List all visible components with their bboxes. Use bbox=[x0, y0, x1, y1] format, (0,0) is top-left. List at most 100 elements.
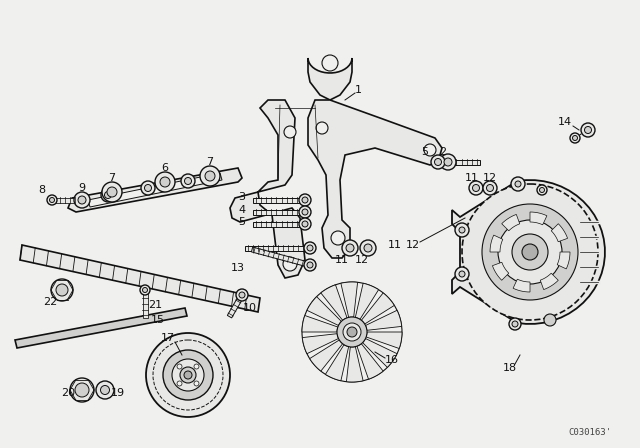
Circle shape bbox=[75, 383, 89, 397]
Circle shape bbox=[160, 177, 170, 187]
Polygon shape bbox=[310, 340, 342, 371]
Circle shape bbox=[360, 240, 376, 256]
Circle shape bbox=[184, 371, 192, 379]
Circle shape bbox=[153, 340, 223, 410]
Polygon shape bbox=[308, 100, 442, 258]
Polygon shape bbox=[253, 210, 305, 215]
Text: 1: 1 bbox=[355, 85, 362, 95]
Text: 12: 12 bbox=[406, 240, 420, 250]
Circle shape bbox=[146, 333, 230, 417]
Circle shape bbox=[347, 327, 357, 337]
Polygon shape bbox=[366, 332, 402, 349]
Circle shape bbox=[299, 206, 311, 218]
Circle shape bbox=[435, 159, 442, 165]
Text: 3: 3 bbox=[239, 192, 246, 202]
Circle shape bbox=[205, 171, 215, 181]
Circle shape bbox=[540, 188, 545, 193]
Text: 6: 6 bbox=[161, 163, 168, 173]
Circle shape bbox=[299, 194, 311, 206]
Text: 20: 20 bbox=[61, 388, 75, 398]
Circle shape bbox=[364, 244, 372, 252]
Circle shape bbox=[322, 55, 338, 71]
Circle shape bbox=[462, 184, 598, 320]
Text: 9: 9 bbox=[79, 183, 86, 193]
Circle shape bbox=[140, 285, 150, 295]
Polygon shape bbox=[253, 198, 305, 202]
Polygon shape bbox=[530, 212, 547, 225]
Circle shape bbox=[440, 154, 456, 170]
Circle shape bbox=[469, 181, 483, 195]
Circle shape bbox=[342, 240, 358, 256]
Circle shape bbox=[304, 242, 316, 254]
Circle shape bbox=[302, 197, 308, 203]
Polygon shape bbox=[357, 344, 383, 379]
Circle shape bbox=[307, 262, 313, 268]
Polygon shape bbox=[245, 246, 310, 250]
Polygon shape bbox=[452, 180, 605, 324]
Circle shape bbox=[102, 182, 122, 202]
Polygon shape bbox=[557, 252, 570, 269]
Polygon shape bbox=[230, 100, 305, 278]
Text: 11: 11 bbox=[388, 240, 402, 250]
Circle shape bbox=[155, 172, 175, 192]
Polygon shape bbox=[362, 293, 394, 324]
Circle shape bbox=[455, 267, 469, 281]
Polygon shape bbox=[346, 347, 363, 382]
Circle shape bbox=[143, 288, 147, 293]
Text: 11: 11 bbox=[465, 173, 479, 183]
Circle shape bbox=[331, 231, 345, 245]
Circle shape bbox=[177, 381, 182, 386]
Circle shape bbox=[284, 126, 296, 138]
Circle shape bbox=[584, 126, 591, 134]
Text: 19: 19 bbox=[111, 388, 125, 398]
Circle shape bbox=[455, 223, 469, 237]
Text: 22: 22 bbox=[43, 297, 57, 307]
Circle shape bbox=[544, 314, 556, 326]
Polygon shape bbox=[321, 285, 347, 320]
Circle shape bbox=[194, 381, 199, 386]
Text: 21: 21 bbox=[148, 300, 162, 310]
Polygon shape bbox=[52, 198, 82, 202]
Circle shape bbox=[346, 244, 354, 252]
Circle shape bbox=[509, 318, 521, 330]
Circle shape bbox=[194, 364, 199, 369]
Text: C030163': C030163' bbox=[568, 427, 611, 436]
Circle shape bbox=[302, 221, 308, 227]
Polygon shape bbox=[341, 282, 358, 317]
Polygon shape bbox=[253, 221, 305, 227]
Circle shape bbox=[537, 185, 547, 195]
Text: 10: 10 bbox=[243, 303, 257, 313]
Circle shape bbox=[299, 218, 311, 230]
Circle shape bbox=[101, 188, 115, 202]
Text: 17: 17 bbox=[161, 333, 175, 343]
Circle shape bbox=[482, 204, 578, 300]
Circle shape bbox=[51, 279, 73, 301]
Circle shape bbox=[444, 158, 452, 166]
Polygon shape bbox=[365, 310, 402, 330]
Circle shape bbox=[184, 177, 191, 185]
Text: 2: 2 bbox=[440, 147, 447, 157]
Circle shape bbox=[486, 185, 493, 191]
Text: 13: 13 bbox=[231, 263, 245, 273]
Circle shape bbox=[307, 245, 313, 251]
Polygon shape bbox=[492, 262, 509, 280]
Polygon shape bbox=[68, 168, 242, 212]
Polygon shape bbox=[227, 294, 244, 318]
Circle shape bbox=[104, 191, 111, 198]
Text: 12: 12 bbox=[355, 255, 369, 265]
Circle shape bbox=[343, 323, 361, 341]
Polygon shape bbox=[502, 215, 520, 231]
Polygon shape bbox=[490, 235, 503, 252]
Circle shape bbox=[431, 155, 445, 169]
Circle shape bbox=[483, 181, 497, 195]
Circle shape bbox=[236, 289, 248, 301]
Text: 12: 12 bbox=[483, 173, 497, 183]
Circle shape bbox=[141, 181, 155, 195]
Circle shape bbox=[145, 185, 152, 191]
Circle shape bbox=[512, 321, 518, 327]
Circle shape bbox=[74, 192, 90, 208]
Text: 14: 14 bbox=[558, 117, 572, 127]
Circle shape bbox=[78, 196, 86, 204]
Text: 7: 7 bbox=[207, 157, 214, 167]
Text: 15: 15 bbox=[151, 315, 165, 325]
